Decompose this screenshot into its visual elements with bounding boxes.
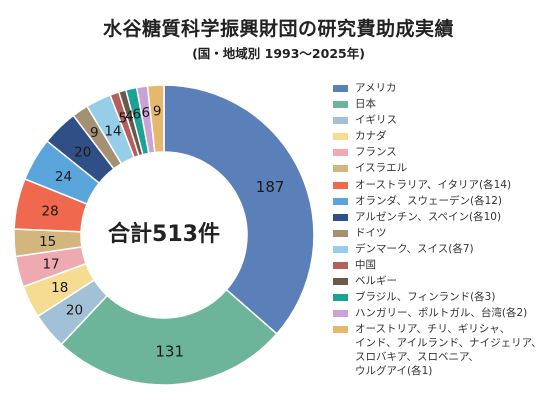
legend-swatch [333, 262, 348, 270]
slice-value-label: 9 [90, 125, 99, 141]
slice-value-label: 4 [125, 108, 134, 124]
slice-value-label: 9 [153, 104, 162, 120]
legend-label: ベルギー [355, 275, 397, 288]
legend-item: 日本 [333, 97, 557, 113]
legend-swatch [333, 294, 348, 302]
legend-item: オーストラリア、イタリア(各14) [333, 178, 557, 194]
chart-subtitle: (国・地域別 1993〜2025年) [192, 46, 365, 61]
legend-label: ハンガリー、ポルトガル、台湾(各2) [355, 307, 528, 320]
legend-swatch [333, 245, 348, 253]
legend-swatch [333, 229, 348, 237]
slice-value-label: 17 [42, 257, 59, 273]
legend-swatch [333, 181, 348, 189]
legend: アメリカ日本イギリスカナダフランスイスラエルオーストラリア、イタリア(各14) オ… [333, 81, 557, 378]
legend-item: デンマーク、スイス(各7) [333, 242, 557, 258]
legend-label: イスラエル [355, 162, 408, 175]
legend-label: オランダ、スウェーデン(各12) [355, 194, 503, 207]
slice-value-label: 6 [141, 105, 150, 121]
donut-slice [163, 84, 315, 335]
donut-slice [146, 84, 165, 154]
slice-value-label: 5 [119, 110, 128, 126]
legend-swatch [333, 101, 348, 109]
legend-swatch [333, 149, 348, 157]
legend-item: 中国 [333, 258, 557, 274]
slice-value-label: 187 [256, 178, 285, 196]
legend-label: オーストラリア、イタリア(各14) [355, 178, 512, 191]
legend-label: アメリカ [355, 82, 397, 94]
legend-swatch [333, 197, 348, 205]
legend-label: オーストリア、チリ、ギリシャ、 インド、アイルランド、ナイジェリア、 スロバキア、ス… [355, 323, 542, 378]
legend-item: フランス [333, 145, 557, 161]
legend-label: 日本 [355, 98, 376, 111]
slice-value-label: 24 [55, 169, 72, 185]
legend-label: イギリス [355, 114, 397, 127]
legend-item: アメリカ [333, 81, 557, 97]
legend-label: フランス [355, 146, 397, 159]
legend-item: オランダ、スウェーデン(各12) [333, 194, 557, 210]
legend-item: イギリス [333, 113, 557, 129]
legend-item: ベルギー [333, 274, 557, 290]
legend-item: カナダ [333, 129, 557, 145]
legend-item: ドイツ [333, 226, 557, 242]
legend-swatch [333, 85, 348, 92]
slice-value-label: 14 [104, 123, 121, 139]
slice-value-label: 131 [155, 342, 184, 360]
legend-swatch [333, 165, 348, 173]
legend-label: 中国 [355, 259, 376, 272]
legend-label: ドイツ [355, 226, 387, 239]
legend-swatch [333, 133, 348, 141]
legend-swatch [333, 213, 348, 221]
slice-value-label: 18 [51, 280, 68, 296]
slice-value-label: 6 [132, 107, 141, 123]
legend-item: オーストリア、チリ、ギリシャ、 インド、アイルランド、ナイジェリア、 スロバキア、ス… [333, 322, 557, 378]
slice-value-label: 28 [41, 204, 58, 220]
legend-label: デンマーク、スイス(各7) [355, 242, 474, 255]
legend-swatch [333, 117, 348, 125]
slice-value-label: 20 [66, 303, 83, 319]
legend-item: ブラジル、フィンランド(各3) [333, 290, 557, 306]
legend-item: アルゼンチン、スペイン(各10) [333, 210, 557, 226]
legend-swatch [333, 278, 348, 286]
legend-label: アルゼンチン、スペイン(各10) [355, 210, 502, 223]
legend-item: ハンガリー、ポルトガル、台湾(各2) [333, 306, 557, 322]
slice-value-label: 15 [39, 234, 56, 250]
chart-title: 水谷糖質科学振興財団の研究費助成実績 [102, 18, 454, 40]
donut-slice [60, 288, 278, 386]
legend-swatch [333, 310, 348, 318]
legend-item: イスラエル [333, 161, 557, 177]
legend-label: カナダ [355, 130, 387, 143]
slice-value-label: 20 [74, 144, 91, 160]
center-total-label: 合計513件 [108, 221, 220, 247]
legend-label: ブラジル、フィンランド(各3) [355, 291, 496, 304]
legend-swatch [333, 326, 348, 334]
